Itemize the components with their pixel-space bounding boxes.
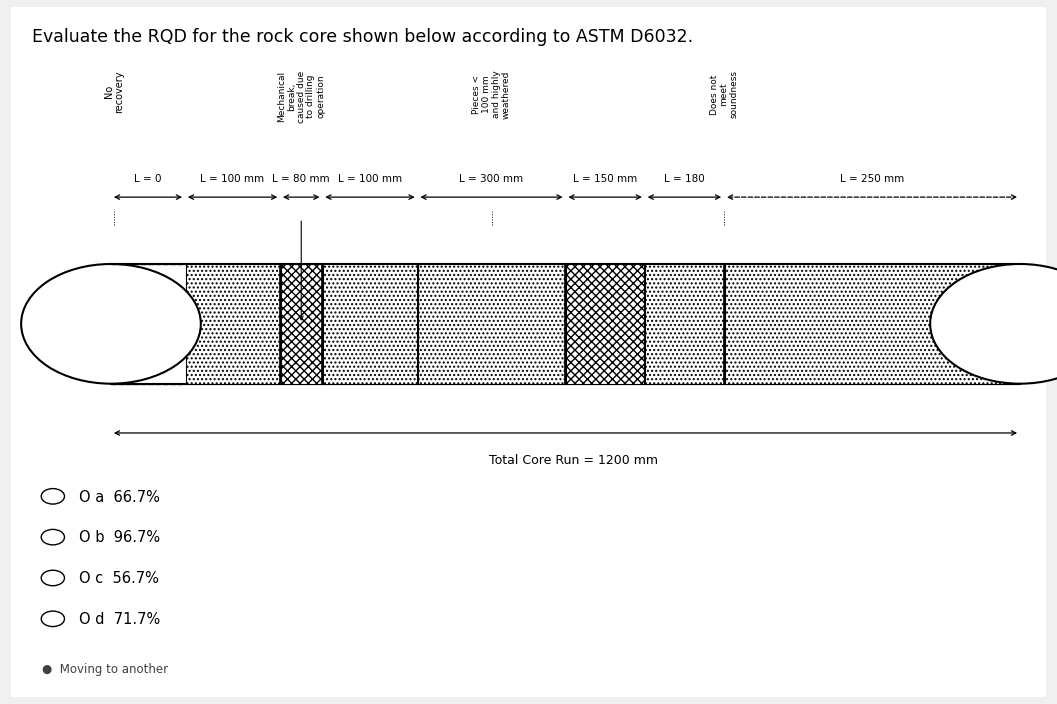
Circle shape [930, 264, 1057, 384]
Text: Pieces <
100 mm
and highly
weathered: Pieces < 100 mm and highly weathered [472, 70, 511, 119]
Text: L = 250 mm: L = 250 mm [840, 175, 904, 184]
Text: L = 180: L = 180 [664, 175, 705, 184]
Text: L = 0: L = 0 [134, 175, 162, 184]
Text: O c  56.7%: O c 56.7% [79, 571, 160, 586]
Circle shape [41, 489, 64, 504]
Bar [111, 264, 1020, 384]
Text: Evaluate the RQD for the rock core shown below according to ASTM D6032.: Evaluate the RQD for the rock core shown… [32, 28, 692, 46]
Circle shape [21, 264, 201, 384]
Text: Does not
meet
soundness: Does not meet soundness [710, 70, 738, 118]
Text: O a  66.7%: O a 66.7% [79, 489, 161, 505]
Text: No
recovery: No recovery [104, 70, 125, 113]
Text: Mechanical
break,
caused due
to drilling
operation: Mechanical break, caused due to drilling… [277, 70, 326, 122]
Bar [567, 264, 644, 384]
Text: L = 300 mm: L = 300 mm [460, 175, 523, 184]
Text: ●  Moving to another: ● Moving to another [42, 663, 168, 676]
Bar [725, 264, 1019, 384]
Bar [186, 264, 279, 384]
Text: Total Core Run = 1200 mm: Total Core Run = 1200 mm [489, 454, 657, 467]
Circle shape [41, 611, 64, 627]
Text: L = 100 mm: L = 100 mm [338, 175, 402, 184]
Bar [419, 264, 564, 384]
Text: L = 80 mm: L = 80 mm [273, 175, 330, 184]
Text: L = 100 mm: L = 100 mm [201, 175, 264, 184]
Text: O b  96.7%: O b 96.7% [79, 530, 161, 546]
Text: O d  71.7%: O d 71.7% [79, 612, 161, 627]
Bar [281, 264, 321, 384]
Bar [323, 264, 416, 384]
Bar [645, 264, 723, 384]
Text: L = 150 mm: L = 150 mm [573, 175, 637, 184]
Circle shape [41, 529, 64, 545]
Circle shape [41, 570, 64, 586]
